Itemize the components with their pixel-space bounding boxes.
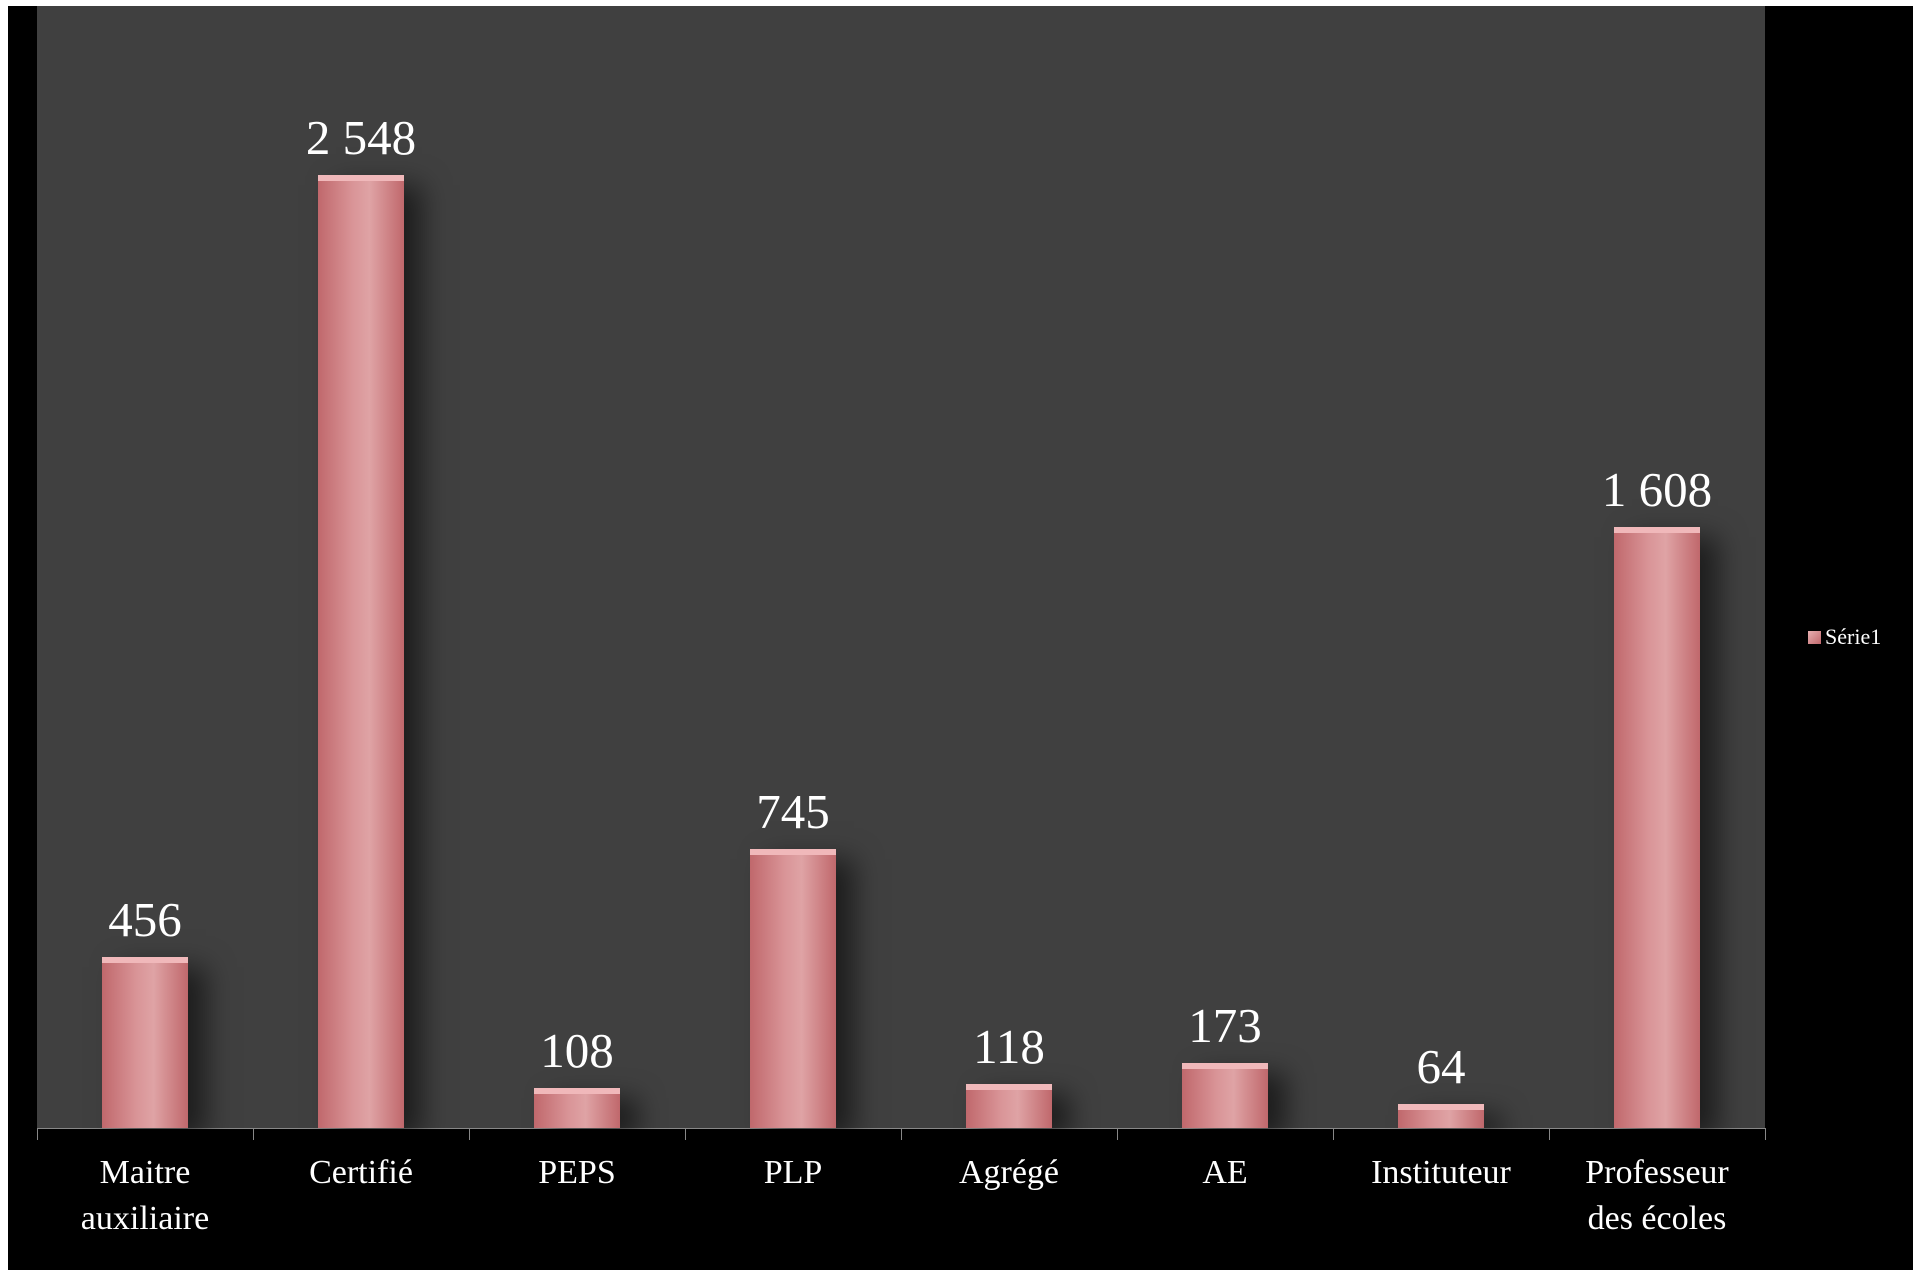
x-tick (37, 1128, 38, 1140)
chart: Série1 Maitre auxiliaire 456 Certifié 2 548… (8, 6, 1913, 1270)
legend: Série1 (1808, 624, 1881, 650)
bar (533, 1087, 621, 1128)
x-tick (1333, 1128, 1334, 1140)
x-tick (253, 1128, 254, 1140)
data-label: 1 608 (1601, 461, 1713, 517)
x-tick (1117, 1128, 1118, 1140)
data-label: 173 (1188, 998, 1262, 1054)
x-tick-label: Agrégé (958, 1154, 1060, 1191)
x-tick-label: Maitre auxiliaire (80, 1154, 210, 1237)
data-label: 64 (1416, 1039, 1466, 1095)
x-tick-label: Instituteur (1371, 1154, 1511, 1191)
x-tick (1765, 1128, 1766, 1140)
x-tick-label: Professeur des écoles (1585, 1154, 1729, 1237)
data-label: 745 (756, 784, 830, 840)
bar (1181, 1063, 1269, 1128)
bar (1397, 1104, 1485, 1128)
data-label: 108 (540, 1022, 614, 1078)
bar (101, 957, 189, 1128)
legend-label: Série1 (1825, 624, 1882, 649)
x-tick (901, 1128, 902, 1140)
bar (965, 1083, 1053, 1128)
x-tick-label: Certifié (309, 1154, 413, 1191)
x-tick-label: PEPS (538, 1154, 616, 1191)
legend-swatch (1808, 630, 1821, 644)
plot-area (37, 6, 1765, 1128)
data-label: 2 548 (305, 110, 417, 166)
bar (317, 175, 405, 1128)
data-label: 118 (973, 1018, 1045, 1074)
x-tick (469, 1128, 470, 1140)
x-tick (685, 1128, 686, 1140)
data-label: 456 (108, 892, 182, 948)
x-tick-label: PLP (763, 1154, 823, 1191)
x-tick-label: AE (1202, 1154, 1248, 1191)
bar (749, 849, 837, 1128)
x-tick (1549, 1128, 1550, 1140)
bar (1613, 526, 1701, 1128)
